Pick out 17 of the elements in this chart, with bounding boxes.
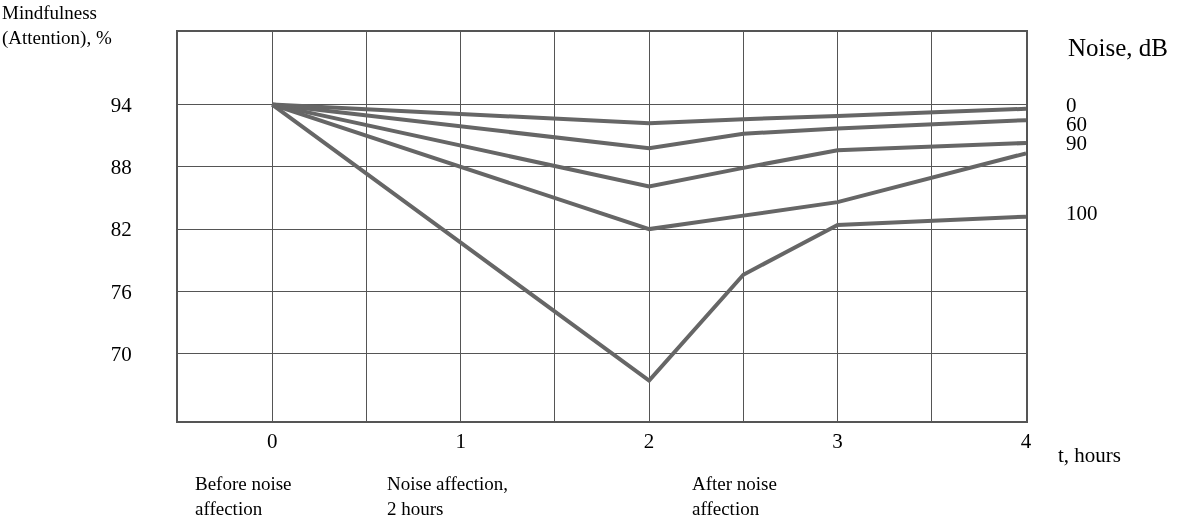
x-tick-label: 1 xyxy=(455,429,466,454)
y-tick-label: 76 xyxy=(110,279,132,304)
y-axis-title: Mindfulness (Attention), % xyxy=(2,2,112,49)
legend-title: Noise, dB xyxy=(1068,34,1168,61)
series-label: 100 xyxy=(1066,201,1098,225)
x-tick-label: 3 xyxy=(832,429,843,454)
text: Noise affection, 2 hours xyxy=(387,473,508,517)
y-tick-label: 94 xyxy=(110,92,133,117)
text: After noise affection xyxy=(692,473,777,517)
x-tick-label: 0 xyxy=(266,429,278,454)
x-axis-title: t, hours xyxy=(1058,443,1121,467)
y-tick-label: 82 xyxy=(110,217,132,242)
text: Before noise affection xyxy=(195,473,292,517)
y-tick-label: 70 xyxy=(110,341,132,366)
x-tick-label: 4 xyxy=(1020,429,1032,454)
x-tick-label: 2 xyxy=(643,429,655,454)
y-tick-label: 88 xyxy=(110,155,132,180)
